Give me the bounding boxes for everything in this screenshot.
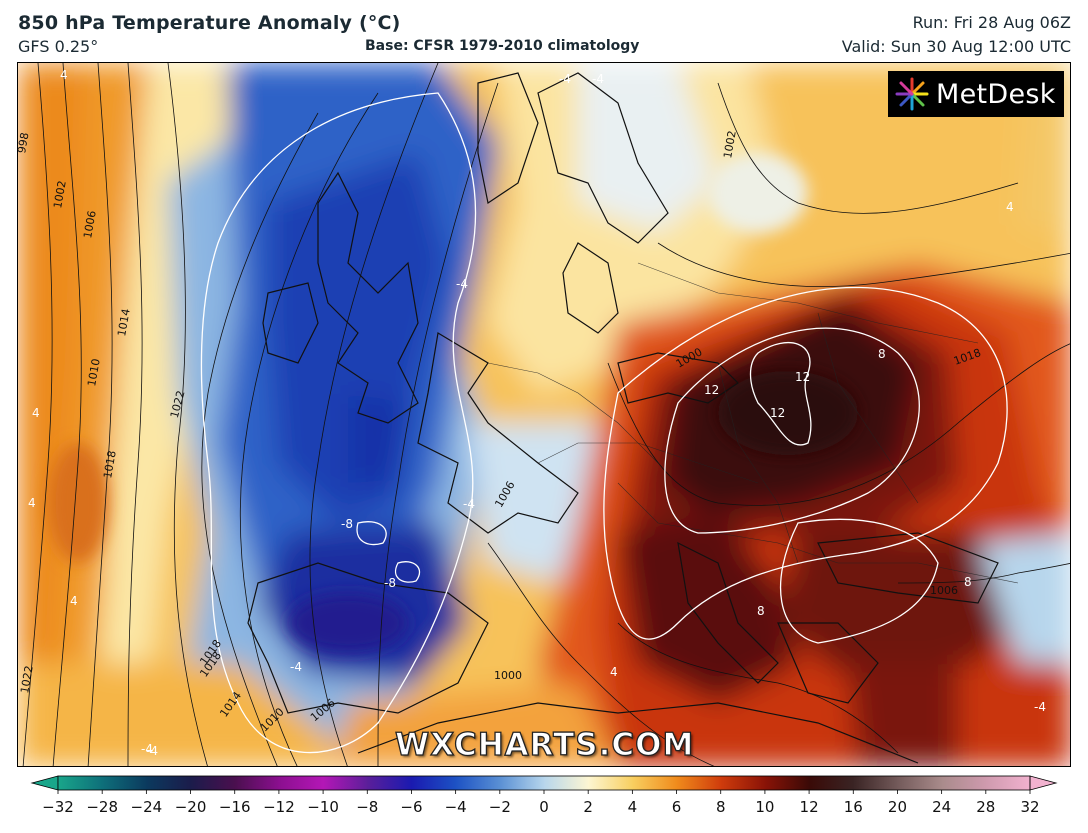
isobar-label: 1010 <box>85 358 103 388</box>
color-scale-cell <box>499 776 545 790</box>
color-scale-cell <box>544 776 589 790</box>
isobar-label: 1002 <box>51 180 69 210</box>
metdesk-logo-text: MetDesk <box>936 78 1056 110</box>
anomaly-label: 12 <box>704 383 719 397</box>
model-label: GFS 0.25° <box>18 37 99 56</box>
color-scale-bar: −32 −28 −24 −20 −16 −12 −10 −8 −6 −4 −2 0 2 4 6 8 10 12 16… <box>30 775 1058 816</box>
anomaly-label: 4 <box>32 406 40 420</box>
color-scale-cell <box>323 776 368 790</box>
color-scale-tick-label: 6 <box>672 798 682 816</box>
wxcharts-watermark: WXCHARTS.COM <box>394 726 695 763</box>
color-scale-tick-label: 4 <box>628 798 638 816</box>
anomaly-label: -4 <box>592 72 604 86</box>
color-scale-tick-label: 16 <box>844 798 863 816</box>
anomaly-label: -8 <box>384 576 396 590</box>
color-scale-min-arrow <box>30 775 59 791</box>
color-scale-tick-label: −2 <box>489 798 511 816</box>
isobar-label: 1000 <box>494 669 522 682</box>
isobar-label: 1006 <box>930 584 958 597</box>
color-scale-tick-label: 32 <box>1020 798 1039 816</box>
color-scale-cell <box>455 776 501 790</box>
color-scale-tick-label: 28 <box>976 798 995 816</box>
color-scale-tick-label: 10 <box>755 798 774 816</box>
color-scale-cell <box>58 776 103 790</box>
isobar-label: 998 <box>18 131 32 154</box>
anomaly-label: 4 <box>28 496 36 510</box>
color-scale-tick-label: 8 <box>716 798 726 816</box>
anomaly-label: 4 <box>60 68 68 82</box>
anomaly-labels: -4 -4 -4 -4 -4 -4 -8 -8 4 4 4 4 4 4 8 8 … <box>28 68 1046 758</box>
color-scale-tick-label: 0 <box>539 798 549 816</box>
color-scale-cell <box>146 776 192 790</box>
color-scale-cell <box>941 776 987 790</box>
color-scale-cell <box>985 776 1031 790</box>
anomaly-label: 12 <box>770 406 785 420</box>
color-scale-tick-label: −10 <box>307 798 339 816</box>
isobar-label: 1006 <box>81 210 99 240</box>
color-scale-cell <box>720 776 766 790</box>
color-scale-tick-label: −12 <box>263 798 295 816</box>
color-scale-tick-label: −16 <box>219 798 251 816</box>
anomaly-label: 8 <box>757 604 765 618</box>
color-scale-cell <box>411 776 457 790</box>
anomaly-label: -4 <box>146 744 158 758</box>
color-scale-tick-label: −28 <box>86 798 118 816</box>
color-scale-cell <box>102 776 147 790</box>
color-scale-tick-label: 24 <box>932 798 951 816</box>
anomaly-label: -4 <box>290 660 302 674</box>
color-scale-cell <box>809 776 854 790</box>
color-scale-cell <box>676 776 722 790</box>
color-scale-tick-label: −6 <box>400 798 422 816</box>
color-scale-tick-label: 20 <box>888 798 907 816</box>
color-scale-cell <box>367 776 412 790</box>
anomaly-label: 4 <box>1006 200 1014 214</box>
isobar-label: 1014 <box>115 308 133 338</box>
color-scale-cell <box>632 776 678 790</box>
color-scale-cell <box>234 776 280 790</box>
isobar-lines <box>22 63 1070 766</box>
anomaly-label: 12 <box>795 370 810 384</box>
anomaly-field: 998 1002 1006 1010 1014 1018 1022 1018 1… <box>18 63 1070 766</box>
color-scale-tick-label: −32 <box>42 798 74 816</box>
anomaly-label: 4 <box>70 594 78 608</box>
anomaly-label: -4 <box>463 497 475 511</box>
run-time-label: Run: Fri 28 Aug 06Z <box>912 13 1071 32</box>
anomaly-label: 8 <box>964 575 972 589</box>
anomaly-label: -4 <box>141 742 153 756</box>
anomaly-label: 4 <box>610 665 618 679</box>
color-scale-tick-label: −8 <box>356 798 378 816</box>
color-scale-cell <box>190 776 236 790</box>
color-scale-tick-label: −20 <box>175 798 207 816</box>
anomaly-contours <box>200 92 1008 754</box>
climatology-base-label: Base: CFSR 1979-2010 climatology <box>365 38 640 54</box>
color-scale-cell <box>278 776 324 790</box>
metdesk-logo: MetDesk <box>888 71 1064 117</box>
anomaly-label: -8 <box>341 517 353 531</box>
isobar-label: 1002 <box>721 130 739 160</box>
color-scale-cell <box>588 776 633 790</box>
chart-title: 850 hPa Temperature Anomaly (°C) <box>18 12 401 34</box>
color-scale-max-arrow <box>1029 775 1058 791</box>
anomaly-label: -4 <box>559 72 571 86</box>
color-scale-cell <box>764 776 810 790</box>
anomaly-label: -4 <box>456 277 468 291</box>
color-scale-cells <box>30 775 1058 791</box>
anomaly-map: 998 1002 1006 1010 1014 1018 1022 1018 1… <box>17 62 1071 767</box>
color-scale-tick-label: −24 <box>131 798 163 816</box>
anomaly-label: -4 <box>1034 700 1046 714</box>
color-scale-cell <box>897 776 943 790</box>
metdesk-burst-icon <box>895 77 929 111</box>
color-scale-tick-label: 2 <box>583 798 593 816</box>
color-scale-cell <box>853 776 898 790</box>
valid-time-label: Valid: Sun 30 Aug 12:00 UTC <box>841 37 1071 56</box>
color-scale-tick-label: 12 <box>800 798 819 816</box>
anomaly-label: 8 <box>878 347 886 361</box>
isobar-label: 1022 <box>18 665 36 695</box>
color-scale-tick-label: −4 <box>445 798 467 816</box>
color-scale-ticks: −32 −28 −24 −20 −16 −12 −10 −8 −6 −4 −2 0 2 4 6 8 10 12 16… <box>42 790 1040 816</box>
isobar-label: 1018 <box>101 450 119 480</box>
